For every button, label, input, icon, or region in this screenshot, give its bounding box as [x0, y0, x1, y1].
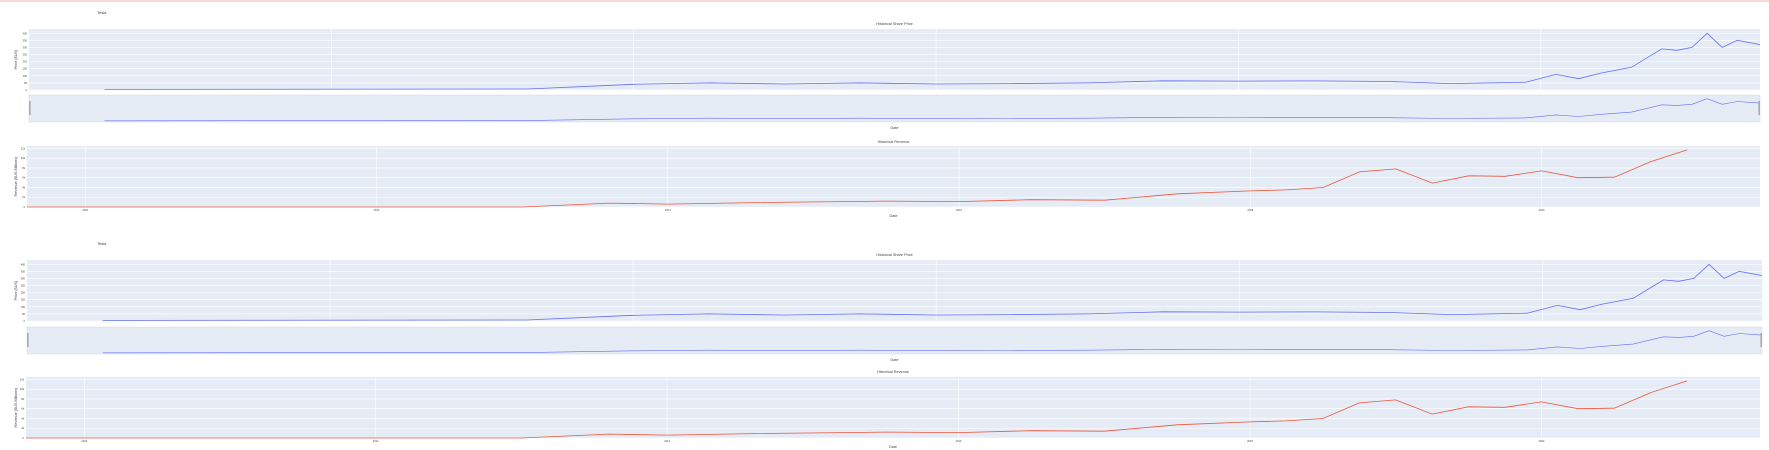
x-axis-label: Date: [890, 126, 898, 130]
y-tick-label: 0: [24, 319, 26, 323]
x-axis-label: Date: [889, 445, 897, 449]
block-label: Tesla: [97, 241, 107, 246]
plot-area: [29, 29, 1760, 90]
y-tick-label: 4k: [22, 185, 25, 189]
x-tick-label: 2016: [956, 208, 962, 212]
y-tick-label: 4k: [21, 416, 24, 420]
chart-title: Historical Share Price: [876, 253, 913, 257]
chart-title: Historical Revenue: [877, 370, 909, 374]
y-tick-label: 50: [24, 81, 27, 85]
x-tick-label: 2020: [1539, 208, 1545, 212]
y-tick-label: 200: [23, 60, 28, 64]
x-tick-label: 2018: [1247, 439, 1253, 443]
y-tick-label: 250: [23, 53, 28, 57]
y-tick-label: 250: [21, 284, 26, 288]
range-slider-series-line: [104, 98, 1761, 122]
chart-3: 0 2k 4k 6k 8k 10k 12k 2010 2012 2014 2016 2018 2020 H…: [14, 370, 1760, 449]
y-tick-label: 100: [23, 74, 28, 78]
y-tick-label: 400: [21, 262, 26, 266]
y-tick-label: 2k: [21, 426, 24, 430]
range-slider[interactable]: [28, 94, 1761, 123]
x-tick-label: 2016: [956, 439, 962, 443]
series-line: [26, 380, 1688, 439]
range-slider-handle-right[interactable]: [1760, 333, 1762, 347]
x-tick-label: 2018: [1247, 208, 1253, 212]
chart-1: 0 2k 4k 6k 8k 10k 12k 2010 2012 2014 2016 2018 2020 H…: [14, 140, 1760, 218]
y-tick-label: 50: [22, 312, 25, 316]
y-tick-label: 300: [23, 45, 28, 49]
y-tick-label: 6k: [22, 176, 25, 180]
y-axis-label: Revenue ($US Millions): [14, 156, 18, 197]
y-axis-label: Price ($US): [14, 280, 18, 300]
y-tick-label: 0: [24, 205, 26, 209]
x-tick-label: 2014: [664, 439, 670, 443]
range-slider[interactable]: [26, 326, 1763, 355]
y-tick-label: 350: [21, 269, 26, 273]
y-tick-label: 10k: [21, 156, 26, 160]
chart-2: 0 50 100 150 200 250 300 350 400 Historical Share…: [14, 253, 1763, 362]
x-tick-label: 2020: [1539, 439, 1545, 443]
y-axis-label: Revenue ($US Millions): [14, 387, 18, 428]
y-tick-label: 150: [21, 298, 26, 302]
x-axis-label: Date: [889, 214, 897, 218]
range-slider-series-line: [102, 330, 1763, 354]
y-tick-label: 100: [21, 305, 26, 309]
y-axis-label: Price ($US): [14, 49, 18, 69]
chart-0: 0 50 100 150 200 250 300 350 400 Historical Share…: [14, 22, 1761, 130]
x-tick-label: 2012: [374, 208, 380, 212]
series-line: [104, 32, 1761, 90]
range-slider-handle-left[interactable]: [29, 101, 31, 115]
y-tick-label: 8k: [21, 397, 24, 401]
series-line: [27, 149, 1688, 208]
range-slider-handle-left[interactable]: [27, 333, 29, 347]
chart-title: Historical Revenue: [878, 140, 910, 144]
y-tick-label: 400: [23, 31, 28, 35]
plot-area: [27, 146, 1760, 207]
y-tick-label: 10k: [20, 387, 25, 391]
series-line: [102, 263, 1763, 321]
y-tick-label: 150: [23, 67, 28, 71]
y-tick-label: 12k: [21, 146, 26, 150]
y-tick-label: 0: [23, 436, 25, 440]
y-tick-label: 300: [21, 276, 26, 280]
x-axis-label: Date: [890, 358, 898, 362]
x-tick-label: 2010: [81, 439, 87, 443]
plot-area: [27, 260, 1762, 321]
x-tick-label: 2014: [665, 208, 671, 212]
block-label: Tesla: [97, 10, 107, 15]
y-tick-label: 12k: [20, 377, 25, 381]
range-slider-track[interactable]: [28, 94, 1761, 123]
y-tick-label: 0: [26, 88, 28, 92]
chart-title: Historical Share Price: [876, 22, 913, 26]
x-tick-label: 2012: [373, 439, 379, 443]
y-tick-label: 6k: [21, 407, 24, 411]
y-tick-label: 350: [23, 38, 28, 42]
y-tick-label: 200: [21, 291, 26, 295]
y-tick-label: 2k: [22, 195, 25, 199]
range-slider-handle-right[interactable]: [1758, 101, 1760, 115]
x-tick-label: 2010: [82, 208, 88, 212]
top-accent-bar: [0, 0, 1769, 2]
plot-area: [26, 377, 1760, 438]
y-tick-label: 8k: [22, 166, 25, 170]
